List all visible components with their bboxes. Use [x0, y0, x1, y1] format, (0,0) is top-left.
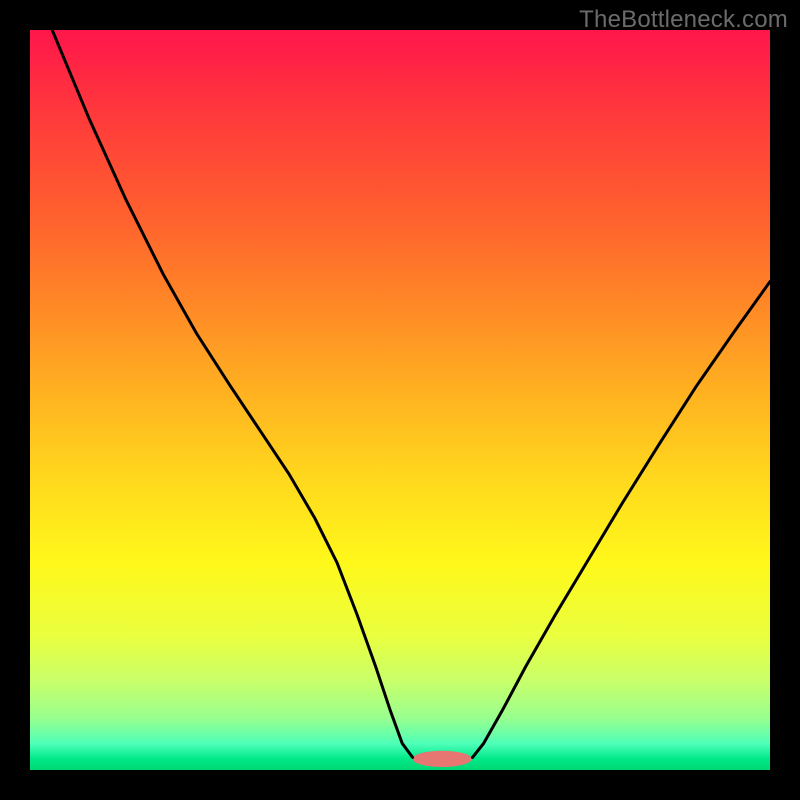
- plot-svg: [30, 30, 770, 770]
- gradient-background: [30, 30, 770, 770]
- watermark-text: TheBottleneck.com: [579, 6, 788, 34]
- plot-area: [30, 30, 770, 770]
- chart-canvas: TheBottleneck.com: [0, 0, 800, 800]
- bottleneck-marker: [413, 751, 472, 767]
